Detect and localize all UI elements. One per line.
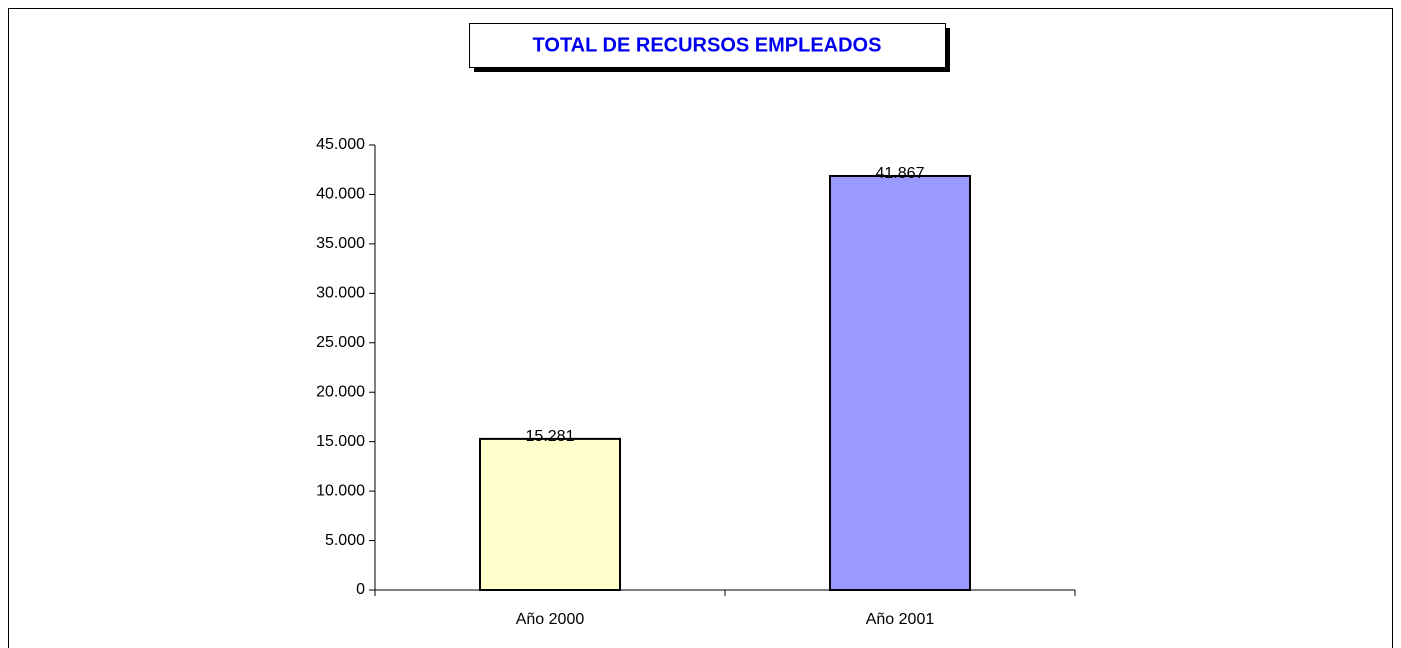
data-label: 15.281 — [526, 428, 575, 445]
x-tick-label: Año 2000 — [516, 611, 585, 628]
y-tick-label: 25.000 — [316, 334, 365, 351]
y-tick-label: 0 — [356, 581, 365, 598]
chart-title: TOTAL DE RECURSOS EMPLEADOS — [533, 34, 882, 56]
y-tick-label: 15.000 — [316, 433, 365, 450]
y-tick-label: 40.000 — [316, 186, 365, 203]
bar — [829, 174, 971, 591]
title-box — [469, 23, 946, 68]
y-tick-label: 45.000 — [316, 136, 365, 153]
y-tick-label: 20.000 — [316, 383, 365, 400]
y-tick-label: 5.000 — [325, 532, 365, 549]
y-tick-label: 35.000 — [316, 235, 365, 252]
bar — [479, 437, 621, 591]
data-label: 41.867 — [876, 165, 925, 182]
x-tick-label: Año 2001 — [866, 611, 935, 628]
y-tick-label: 10.000 — [316, 482, 365, 499]
chart-frame — [8, 8, 1393, 648]
y-tick-label: 30.000 — [316, 285, 365, 302]
